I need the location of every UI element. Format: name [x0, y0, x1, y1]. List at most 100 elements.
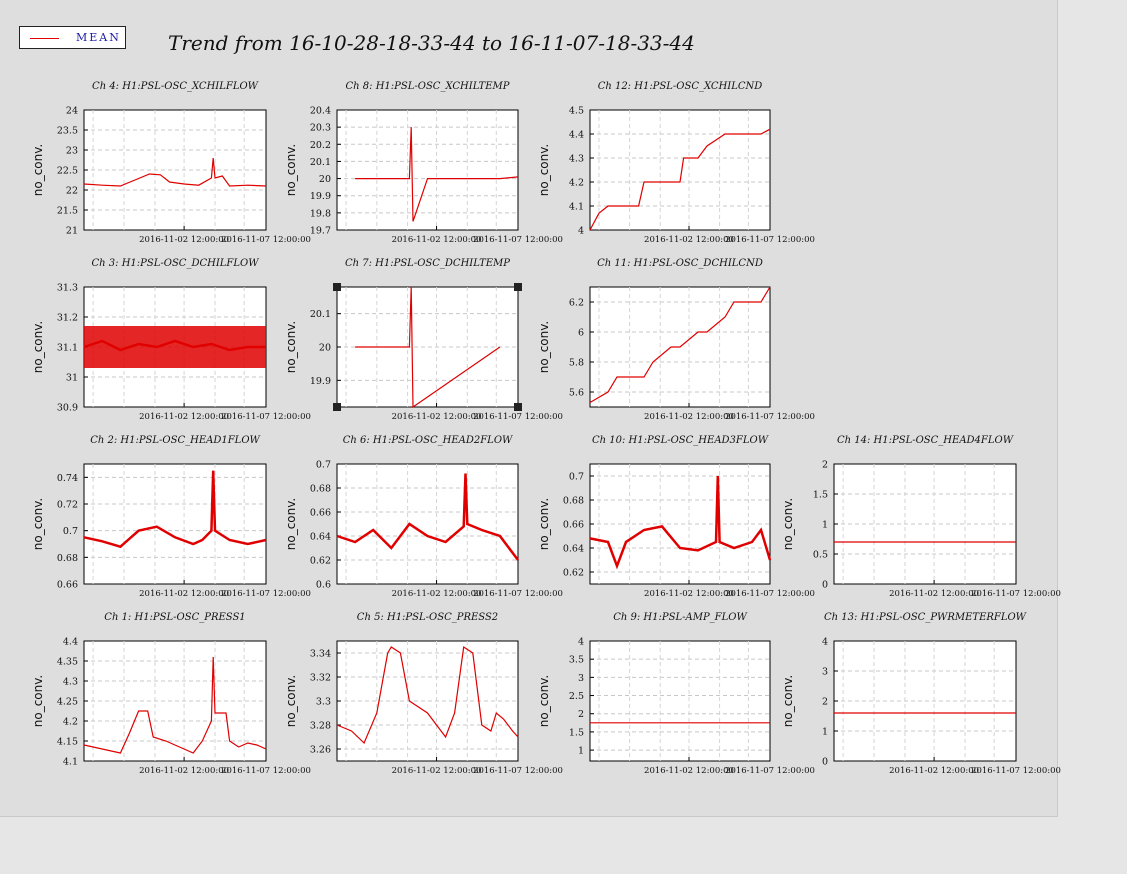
y-tick-label: 19.9 [310, 191, 331, 202]
y-tick-label: 0.66 [563, 520, 584, 531]
chart-title: Ch 9: H1:PSL-AMP_FLOW [613, 612, 747, 623]
y-tick-label: 6.2 [569, 298, 584, 309]
x-tick-label: 2016-11-07 12:00:00 [221, 412, 311, 422]
chart-ch11: Ch 11: H1:PSL-OSC_DCHILCND no_conv. 5.6 5.8… [537, 258, 815, 422]
chart-ch1: Ch 1: H1:PSL-OSC_PRESS1 no_conv. 4.1 4.15 4.… [31, 612, 311, 776]
chart-ch4: Ch 4: H1:PSL-OSC_XCHILFLOW no_conv. 21 21.5… [31, 81, 311, 245]
y-axis-label: no_conv. [31, 144, 45, 196]
chart-ch10: Ch 10: H1:PSL-OSC_HEAD3FLOW no_conv. 0.62 0… [537, 435, 815, 599]
x-tick-label: 2016-11-07 12:00:00 [473, 235, 563, 245]
series-line [83, 470, 267, 549]
y-tick-label: 23.5 [57, 126, 78, 137]
x-tick-label: 2016-11-02 12:00:00 [889, 589, 979, 599]
y-tick-label: 0.5 [813, 550, 828, 561]
y-tick-label: 4.1 [63, 757, 78, 768]
x-tick-label: 2016-11-07 12:00:00 [971, 589, 1061, 599]
x-tick-label: 2016-11-02 12:00:00 [139, 412, 229, 422]
y-axis-label: no_conv. [284, 144, 298, 196]
series-line [589, 475, 772, 570]
x-tick-label: 2016-11-02 12:00:00 [644, 412, 734, 422]
y-axis-label: no_conv. [31, 321, 45, 373]
series-line [83, 656, 267, 754]
right-margin [1058, 0, 1127, 816]
selection-handle [333, 283, 341, 291]
chart-title: Ch 4: H1:PSL-OSC_XCHILFLOW [92, 81, 259, 92]
y-tick-label: 4.3 [63, 677, 78, 688]
chart-ch9: Ch 9: H1:PSL-AMP_FLOW no_conv. 1 1.5 2 2.5 3 3.… [537, 612, 815, 776]
y-tick-label: 0.68 [563, 496, 584, 507]
y-tick-label: 22.5 [57, 166, 78, 177]
plot-area [589, 640, 771, 762]
x-tick-label: 2016-11-07 12:00:00 [473, 766, 563, 776]
y-tick-label: 0 [822, 757, 828, 768]
y-tick-label: 3.28 [310, 721, 331, 732]
legend: MEAN [19, 26, 126, 49]
x-tick-label: 2016-11-02 12:00:00 [644, 589, 734, 599]
y-tick-label: 0.7 [63, 526, 78, 537]
x-tick-label: 2016-11-02 12:00:00 [392, 412, 482, 422]
series-line [336, 645, 519, 745]
y-tick-label: 20 [319, 174, 331, 185]
y-tick-label: 5.8 [569, 358, 584, 369]
y-tick-label: 6 [578, 328, 584, 339]
y-tick-label: 3 [578, 673, 584, 684]
y-tick-label: 0.62 [563, 568, 584, 579]
chart-ch2: Ch 2: H1:PSL-OSC_HEAD1FLOW no_conv. 0.66 0.… [31, 435, 311, 599]
y-tick-label: 3.3 [316, 697, 331, 708]
y-tick-label: 4.2 [63, 717, 78, 728]
x-tick-label: 2016-11-02 12:00:00 [644, 235, 734, 245]
y-tick-label: 31.1 [57, 343, 78, 354]
y-tick-label: 1 [822, 520, 828, 531]
y-tick-label: 4 [822, 637, 828, 648]
y-axis-label: no_conv. [537, 675, 551, 727]
chart-ch6: Ch 6: H1:PSL-OSC_HEAD2FLOW no_conv. 0.6 0.6… [284, 435, 563, 599]
chart-ch3: Ch 3: H1:PSL-OSC_DCHILFLOW no_conv. 30.9 31… [31, 258, 311, 422]
chart-title: Ch 1: H1:PSL-OSC_PRESS1 [104, 612, 245, 623]
y-tick-label: 20 [319, 343, 331, 354]
series-line [589, 128, 771, 231]
y-tick-label: 3.26 [310, 745, 331, 756]
chart-ch8: Ch 8: H1:PSL-OSC_XCHILTEMP no_conv. 19.7 19… [284, 81, 563, 245]
series-line [355, 286, 501, 409]
y-tick-label: 1.5 [813, 490, 828, 501]
y-tick-label: 31 [66, 373, 78, 384]
x-tick-label: 2016-11-07 12:00:00 [725, 589, 815, 599]
chart-ch12: Ch 12: H1:PSL-OSC_XCHILCND no_conv. 4 4.1 4.… [537, 81, 815, 245]
y-axis-label: no_conv. [537, 144, 551, 196]
y-tick-label: 20.3 [310, 123, 331, 134]
y-tick-label: 1.5 [569, 727, 584, 738]
y-tick-label: 21 [66, 226, 78, 237]
y-tick-label: 2 [822, 460, 828, 471]
chart-title: Ch 10: H1:PSL-OSC_HEAD3FLOW [592, 435, 769, 446]
y-axis-label: no_conv. [31, 498, 45, 550]
chart-title: Ch 8: H1:PSL-OSC_XCHILTEMP [346, 81, 510, 92]
chart-title: Ch 2: H1:PSL-OSC_HEAD1FLOW [90, 435, 260, 446]
x-tick-label: 2016-11-07 12:00:00 [221, 235, 311, 245]
page-title: Trend from 16-10-28-18-33-44 to 16-11-07… [168, 31, 695, 55]
selection-handle [514, 283, 522, 291]
y-axis-label: no_conv. [537, 498, 551, 550]
selection-handle [333, 403, 341, 411]
y-tick-label: 5.6 [569, 388, 584, 399]
y-tick-label: 4.4 [63, 637, 78, 648]
chart-ch13: Ch 13: H1:PSL-OSC_PWRMETERFLOW no_conv. 0 1… [781, 612, 1061, 776]
chart-title: Ch 14: H1:PSL-OSC_HEAD4FLOW [837, 435, 1014, 446]
plot-area [336, 109, 519, 231]
y-tick-label: 2 [578, 709, 584, 720]
x-tick-label: 2016-11-02 12:00:00 [139, 235, 229, 245]
legend-label: MEAN [76, 31, 121, 44]
y-tick-label: 0 [822, 580, 828, 591]
x-tick-label: 2016-11-07 12:00:00 [473, 412, 563, 422]
chart-ch5: Ch 5: H1:PSL-OSC_PRESS2 no_conv. 3.26 3.28 3… [284, 612, 563, 776]
x-tick-label: 2016-11-07 12:00:00 [725, 766, 815, 776]
y-tick-label: 0.6 [316, 580, 331, 591]
x-tick-label: 2016-11-02 12:00:00 [392, 589, 482, 599]
series-line [355, 127, 519, 222]
y-tick-label: 0.64 [310, 532, 331, 543]
x-tick-label: 2016-11-07 12:00:00 [221, 766, 311, 776]
x-tick-label: 2016-11-07 12:00:00 [473, 589, 563, 599]
chart-title: Ch 5: H1:PSL-OSC_PRESS2 [357, 612, 498, 623]
x-tick-label: 2016-11-02 12:00:00 [889, 766, 979, 776]
y-tick-label: 1 [578, 746, 584, 757]
series-line [336, 473, 519, 561]
